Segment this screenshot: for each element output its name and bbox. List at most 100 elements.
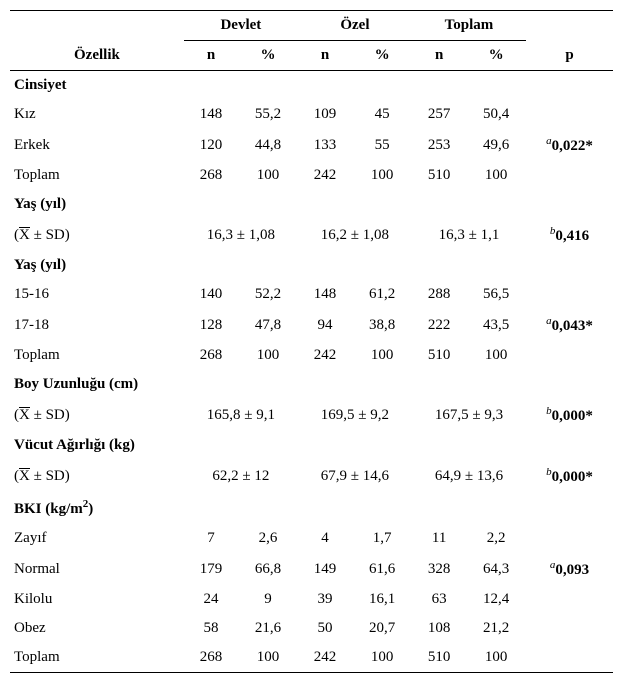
- cell: 100: [352, 643, 412, 673]
- cell: 100: [466, 161, 526, 190]
- section-boy: Boy Uzunluğu (cm): [10, 370, 613, 399]
- cell: 58: [184, 614, 238, 643]
- table-row: Normal 179 66,8 149 61,6 328 64,3 a0,093: [10, 553, 613, 585]
- cell: 38,8: [352, 309, 412, 341]
- bki-post: ): [88, 501, 93, 517]
- cell: 253: [412, 129, 466, 161]
- cell: 2,2: [466, 524, 526, 553]
- p-value: 0,000*: [552, 408, 593, 424]
- cell: 100: [352, 161, 412, 190]
- p-value: 0,000*: [552, 469, 593, 485]
- cell: 242: [298, 643, 352, 673]
- cell: 47,8: [238, 309, 298, 341]
- cell: 242: [298, 341, 352, 370]
- row-label: 15-16: [10, 280, 184, 309]
- header-toplam-pct: %: [466, 41, 526, 71]
- row-label: Kız: [10, 100, 184, 129]
- cell: 55,2: [238, 100, 298, 129]
- cell-p: b0,000*: [526, 399, 613, 431]
- stats-table: Devlet Özel Toplam Özellik n % n % n % p…: [10, 10, 613, 673]
- header-toplam: Toplam: [412, 11, 526, 41]
- row-label: Toplam: [10, 341, 184, 370]
- cell-p: b0,416: [526, 219, 613, 251]
- cell: 100: [238, 341, 298, 370]
- cell: 49,6: [466, 129, 526, 161]
- cell: 56,5: [466, 280, 526, 309]
- header-blank2: [526, 11, 613, 41]
- cell: 12,4: [466, 585, 526, 614]
- table-row: Erkek 120 44,8 133 55 253 49,6 a0,022*: [10, 129, 613, 161]
- cell: 64,9 ± 13,6: [412, 460, 526, 492]
- cell: 50: [298, 614, 352, 643]
- cell: 148: [184, 100, 238, 129]
- header-ozel: Özel: [298, 11, 412, 41]
- cell: 63: [412, 585, 466, 614]
- header-ozel-pct: %: [352, 41, 412, 71]
- cell: 179: [184, 553, 238, 585]
- table-row: 17-18 128 47,8 94 38,8 222 43,5 a0,043*: [10, 309, 613, 341]
- cell-p: [526, 280, 613, 309]
- section-cinsiyet: Cinsiyet: [10, 71, 613, 101]
- cell-p: [526, 161, 613, 190]
- cell: 11: [412, 524, 466, 553]
- header-toplam-n: n: [412, 41, 466, 71]
- table-row: Toplam 268 100 242 100 510 100: [10, 161, 613, 190]
- row-label: Toplam: [10, 161, 184, 190]
- cell: 16,3 ± 1,1: [412, 219, 526, 251]
- row-label-meansd: (X ± SD): [10, 399, 184, 431]
- cell: 257: [412, 100, 466, 129]
- header-blank: [10, 11, 184, 41]
- section-bki: BKI (kg/m2): [10, 492, 613, 524]
- section-vucut: Vücut Ağırlığı (kg): [10, 431, 613, 460]
- cell-p: [526, 524, 613, 553]
- cell: 24: [184, 585, 238, 614]
- table-row: Obez 58 21,6 50 20,7 108 21,2: [10, 614, 613, 643]
- cell: 2,6: [238, 524, 298, 553]
- cell: 44,8: [238, 129, 298, 161]
- cell: 43,5: [466, 309, 526, 341]
- cell: 328: [412, 553, 466, 585]
- row-label: 17-18: [10, 309, 184, 341]
- cell: 100: [466, 341, 526, 370]
- cell: 62,2 ± 12: [184, 460, 298, 492]
- cell: 66,8: [238, 553, 298, 585]
- cell: 55: [352, 129, 412, 161]
- row-label: Erkek: [10, 129, 184, 161]
- cell: 16,2 ± 1,08: [298, 219, 412, 251]
- cell: 100: [352, 341, 412, 370]
- cell: 52,2: [238, 280, 298, 309]
- bki-pre: BKI (kg/m: [14, 501, 83, 517]
- cell: 109: [298, 100, 352, 129]
- p-value: 0,022*: [552, 138, 593, 154]
- table-row: Kilolu 24 9 39 16,1 63 12,4: [10, 585, 613, 614]
- cell-p: a0,043*: [526, 309, 613, 341]
- cell: 7: [184, 524, 238, 553]
- table-row: Toplam 268 100 242 100 510 100: [10, 341, 613, 370]
- cell: 510: [412, 341, 466, 370]
- table-row: (X ± SD) 16,3 ± 1,08 16,2 ± 1,08 16,3 ± …: [10, 219, 613, 251]
- cell: 100: [238, 161, 298, 190]
- table-row: Kız 148 55,2 109 45 257 50,4: [10, 100, 613, 129]
- p-value: 0,416: [555, 228, 589, 244]
- cell: 288: [412, 280, 466, 309]
- section-yas-mean: Yaş (yıl): [10, 190, 613, 219]
- cell-p: b0,000*: [526, 460, 613, 492]
- cell: 165,8 ± 9,1: [184, 399, 298, 431]
- cell-p: [526, 643, 613, 673]
- cell: 16,3 ± 1,08: [184, 219, 298, 251]
- row-label-meansd: (X ± SD): [10, 219, 184, 251]
- cell: 39: [298, 585, 352, 614]
- header-devlet: Devlet: [184, 11, 298, 41]
- table-row: (X ± SD) 62,2 ± 12 67,9 ± 14,6 64,9 ± 13…: [10, 460, 613, 492]
- p-value: 0,043*: [552, 318, 593, 334]
- table-row: 15-16 140 52,2 148 61,2 288 56,5: [10, 280, 613, 309]
- cell-p: [526, 614, 613, 643]
- cell: 169,5 ± 9,2: [298, 399, 412, 431]
- table-row: (X ± SD) 165,8 ± 9,1 169,5 ± 9,2 167,5 ±…: [10, 399, 613, 431]
- cell: 149: [298, 553, 352, 585]
- cell-p: a0,022*: [526, 129, 613, 161]
- cell: 21,6: [238, 614, 298, 643]
- cell: 268: [184, 643, 238, 673]
- cell: 4: [298, 524, 352, 553]
- row-label-meansd: (X ± SD): [10, 460, 184, 492]
